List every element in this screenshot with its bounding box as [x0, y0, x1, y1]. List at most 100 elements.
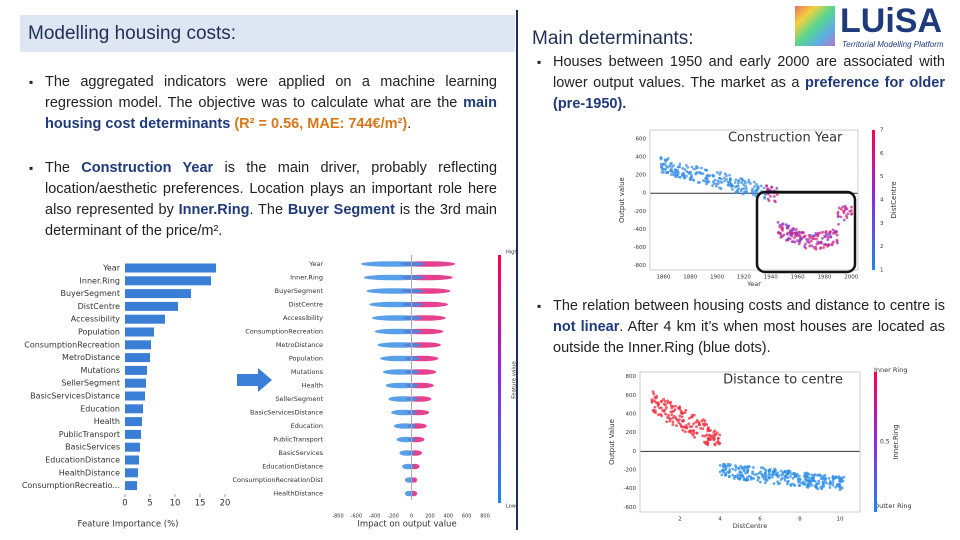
scatter-dot — [712, 174, 716, 178]
scatter-dot — [676, 419, 680, 422]
scatter-dot — [764, 477, 768, 480]
scatter-dot — [786, 238, 790, 242]
scatter-dot — [750, 189, 754, 193]
bar — [125, 468, 138, 478]
scatter-dot — [793, 240, 797, 244]
scatter-dot — [761, 466, 765, 470]
y-tick-label: SellerSegment — [275, 395, 323, 403]
scatter-dot — [838, 488, 842, 492]
scatter-dot — [691, 433, 695, 437]
y-tick-label: 200 — [636, 173, 647, 179]
scatter-dot — [822, 246, 826, 249]
scatter-dot — [789, 483, 793, 486]
scatter-dot — [653, 405, 657, 409]
scatter-dot — [669, 400, 672, 404]
scatter-dot — [728, 180, 732, 184]
scatter-dot — [766, 197, 770, 201]
scatter-dot — [724, 471, 728, 475]
scatter-dot — [776, 480, 780, 484]
scatter-dot — [791, 476, 795, 480]
scatter-dot — [833, 229, 837, 233]
scatter-dot — [683, 168, 687, 171]
shap-blob — [407, 423, 427, 429]
scatter-dot — [824, 243, 828, 246]
text-run: . After 4 km it’s when most houses are l… — [553, 319, 945, 356]
scatter-dot — [813, 473, 816, 477]
bar — [125, 417, 142, 427]
scatter-dot — [797, 480, 801, 484]
scatter-dot — [821, 483, 825, 487]
y-tick-label: Inner.Ring — [290, 274, 323, 282]
scatter-dot — [709, 435, 713, 439]
scatter-dot — [707, 174, 711, 178]
scatter-dot — [757, 471, 761, 475]
plot-frame — [649, 129, 859, 271]
scatter-dot — [773, 470, 777, 474]
scatter-dot — [778, 473, 781, 477]
scatter-dot — [726, 470, 730, 474]
scatter-dot — [723, 465, 727, 468]
scatter-dot — [661, 168, 664, 171]
scatter-dot — [713, 429, 717, 433]
scatter-dot — [795, 474, 799, 478]
scatter-dot — [739, 470, 742, 474]
scatter-dot — [737, 187, 740, 191]
colorbar — [872, 130, 875, 270]
scatter-dot — [749, 475, 753, 479]
scatter-dot — [688, 429, 692, 433]
scatter-dot — [687, 430, 691, 434]
scatter-dot — [804, 246, 808, 250]
scatter-dot — [676, 406, 680, 410]
scatter-dot — [795, 472, 799, 476]
x-tick-label: 10 — [837, 517, 844, 523]
scatter-dot — [815, 233, 819, 237]
y-tick-label: 600 — [636, 137, 647, 143]
scatter-dot — [824, 478, 828, 481]
scatter-dot — [739, 189, 743, 193]
scatter-dot — [687, 422, 691, 426]
scatter-dot — [768, 476, 771, 480]
scatter-dot — [740, 471, 743, 475]
scatter-dot — [764, 471, 767, 475]
scatter-dot — [718, 463, 722, 467]
x-tick-label: 1980 — [817, 275, 831, 281]
scatter-dot — [731, 473, 734, 477]
scatter-dot — [684, 424, 688, 427]
scatter-dot — [689, 177, 692, 180]
scatter-dot — [792, 228, 796, 232]
scatter-dot — [781, 226, 785, 230]
scatter-dot — [839, 480, 843, 484]
scatter-dot — [682, 174, 686, 177]
scatter-dot — [708, 434, 712, 438]
scatter-dot — [744, 471, 747, 475]
scatter-dot — [833, 231, 837, 235]
scatter-dot — [783, 469, 787, 473]
scatter-dot — [824, 243, 827, 247]
scatter-dot — [692, 167, 696, 171]
scatter-dot — [833, 230, 837, 234]
scatter-dot — [767, 470, 771, 474]
scatter-dot — [835, 239, 839, 243]
scatter-dot — [720, 177, 723, 181]
x-tick-label: 600 — [462, 514, 472, 520]
scatter-dot — [739, 474, 743, 478]
colorbar-tick: 2 — [880, 244, 884, 250]
scatter-dot — [736, 473, 740, 477]
scatter-dot — [817, 242, 820, 245]
scatter-dot — [796, 232, 800, 236]
scatter-dot — [793, 231, 797, 235]
bar — [125, 301, 178, 311]
scatter-dot — [685, 169, 689, 173]
scatter-dot — [815, 473, 819, 477]
scatter-dot — [674, 416, 678, 420]
scatter-dot — [684, 163, 688, 167]
scatter-dot — [659, 156, 663, 159]
bullet: Houses between 1950 and early 2000 are a… — [537, 52, 945, 115]
scatter-dot — [670, 165, 674, 169]
scatter-dot — [829, 230, 832, 234]
y-tick-label: DistCentre — [78, 302, 121, 311]
scatter-dot — [752, 180, 756, 184]
scatter-dot — [736, 475, 739, 479]
scatter-dot — [788, 229, 792, 233]
scatter-dot — [678, 162, 682, 166]
